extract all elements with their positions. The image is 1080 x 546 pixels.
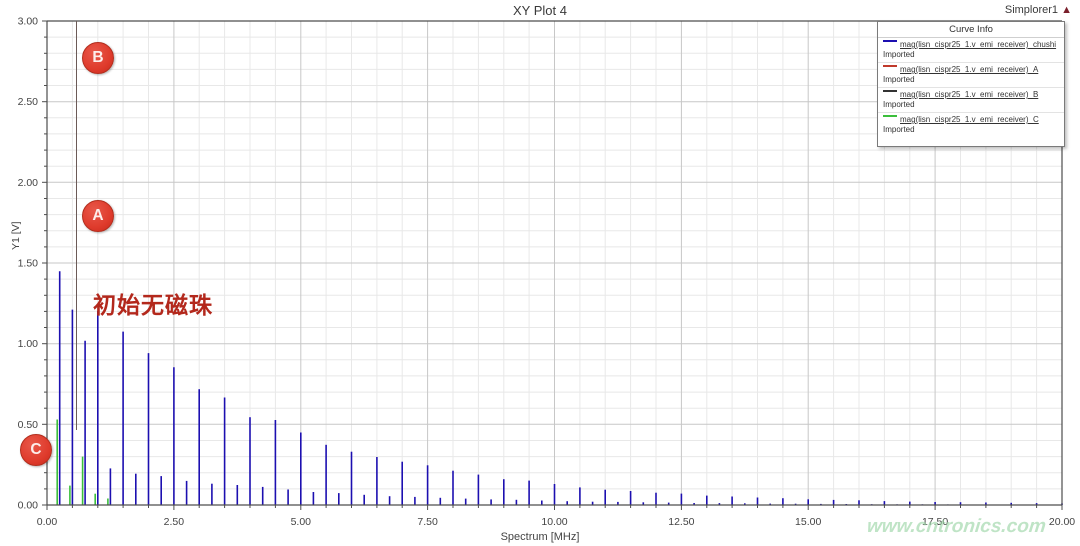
svg-text:0.00: 0.00 bbox=[37, 516, 58, 528]
svg-text:10.00: 10.00 bbox=[541, 516, 567, 528]
svg-text:5.00: 5.00 bbox=[291, 516, 312, 528]
svg-text:1.50: 1.50 bbox=[18, 258, 39, 270]
svg-text:0.50: 0.50 bbox=[18, 419, 39, 431]
svg-text:2.00: 2.00 bbox=[18, 177, 39, 189]
svg-text:15.00: 15.00 bbox=[795, 516, 821, 528]
svg-text:2.50: 2.50 bbox=[164, 516, 185, 528]
svg-text:12.50: 12.50 bbox=[668, 516, 694, 528]
svg-text:7.50: 7.50 bbox=[417, 516, 438, 528]
svg-text:0.00: 0.00 bbox=[18, 500, 39, 512]
svg-text:1.00: 1.00 bbox=[18, 338, 39, 350]
svg-text:20.00: 20.00 bbox=[1049, 516, 1075, 528]
svg-text:2.50: 2.50 bbox=[18, 96, 39, 108]
